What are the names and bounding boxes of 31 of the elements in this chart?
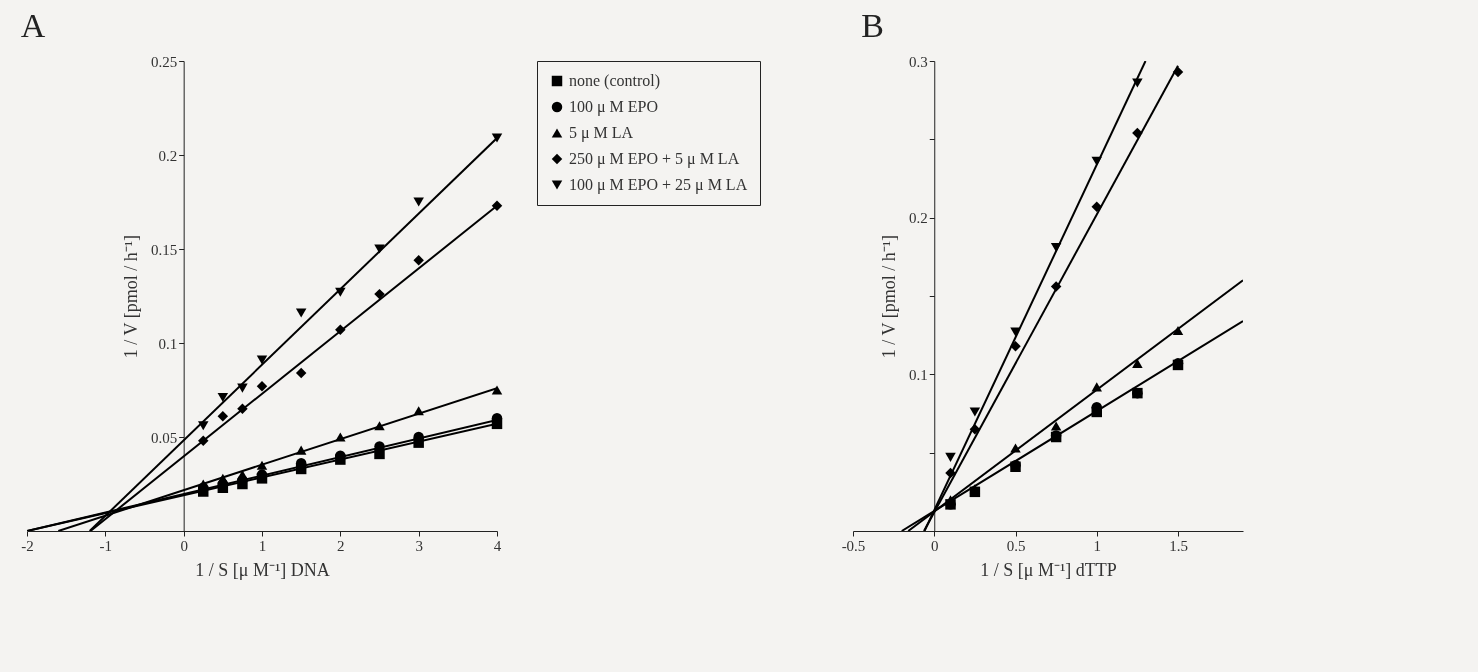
y-tick-label: 0.3 <box>909 53 928 70</box>
chart-title: B <box>861 7 884 44</box>
x-tick-label: 0.5 <box>1006 537 1026 554</box>
x-tick-label: 1 <box>258 537 267 554</box>
legend-label: 250 μ M EPO + 5 μ M LA <box>569 150 740 168</box>
x-tick-label: -0.5 <box>841 537 866 554</box>
x-tick-label: 4 <box>493 537 502 554</box>
y-tick-label: 0.2 <box>158 147 178 164</box>
y-tick-label: 0.25 <box>150 53 178 70</box>
y-tick-label: 0.05 <box>150 429 178 446</box>
y-tick-label: 0.1 <box>909 366 928 383</box>
y-axis-title: 1 / V [pmol / h⁻¹] <box>120 234 141 359</box>
y-tick-label: 0.2 <box>909 210 928 227</box>
y-tick-label: 0.1 <box>158 335 178 352</box>
x-tick-label: 3 <box>415 537 423 554</box>
x-tick-label: 0 <box>931 537 939 554</box>
legend-label: none (control) <box>569 72 661 90</box>
y-tick-label: 0.15 <box>150 241 178 258</box>
legend-label: 5 μ M LA <box>569 124 634 142</box>
x-tick-label: 1.5 <box>1169 537 1188 554</box>
x-tick-label: 0 <box>180 537 188 554</box>
x-axis-title: 1 / S [μ M⁻¹] DNA <box>195 559 330 580</box>
x-axis-title: 1 / S [μ M⁻¹] dTTP <box>980 559 1117 580</box>
chart-title: A <box>20 7 46 44</box>
y-axis-title: 1 / V [pmol / h⁻¹] <box>879 234 899 359</box>
legend-label: 100 μ M EPO + 25 μ M LA <box>569 176 748 194</box>
legend-label: 100 μ M EPO <box>569 98 659 116</box>
x-tick-label: 1 <box>1093 537 1101 554</box>
x-tick-label: -2 <box>21 537 34 554</box>
x-tick-label: -1 <box>99 537 113 554</box>
x-tick-label: 2 <box>337 537 345 554</box>
